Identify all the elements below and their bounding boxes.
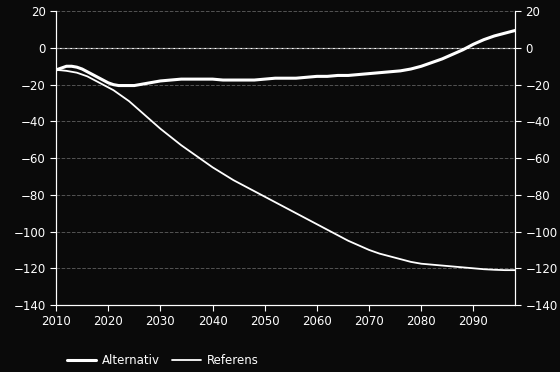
Alternativ	[501, 31, 508, 35]
Alternativ	[167, 78, 174, 82]
Line: Referens: Referens	[56, 70, 515, 270]
Referens	[105, 85, 111, 90]
Referens	[53, 68, 59, 72]
Alternativ	[84, 70, 91, 74]
Referens	[120, 95, 127, 100]
Alternativ	[115, 83, 122, 88]
Referens	[491, 267, 498, 272]
Referens	[84, 74, 91, 78]
Alternativ	[460, 48, 466, 52]
Alternativ	[105, 81, 111, 85]
Referens	[449, 264, 456, 269]
Alternativ	[53, 68, 59, 72]
Referens	[501, 268, 508, 272]
Referens	[157, 126, 164, 131]
Legend: Alternativ, Referens: Alternativ, Referens	[62, 349, 264, 372]
Alternativ	[512, 28, 519, 33]
Line: Alternativ: Alternativ	[56, 31, 515, 86]
Alternativ	[125, 83, 132, 88]
Referens	[512, 268, 519, 272]
